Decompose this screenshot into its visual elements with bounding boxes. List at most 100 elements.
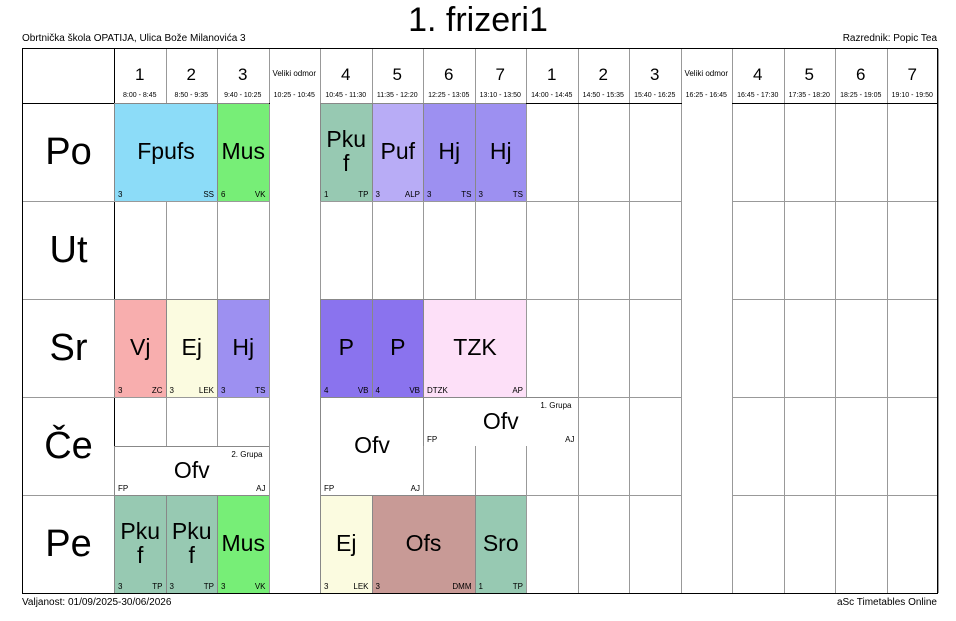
period-header: 7 19:10 - 19:50 xyxy=(887,49,939,103)
period-number: 6 xyxy=(444,65,454,84)
lesson-teacher: SS xyxy=(203,190,214,199)
lesson-room: 3 xyxy=(118,190,123,199)
column-divider xyxy=(783,49,785,593)
break-column xyxy=(269,103,320,593)
lesson-card[interactable]: P 4 VB xyxy=(371,299,423,397)
lesson-subject: TZK xyxy=(453,334,497,360)
row-divider xyxy=(23,201,937,202)
lesson-teacher: VK xyxy=(254,190,266,199)
period-number: 4 xyxy=(341,65,351,84)
class-teacher: Razrednik: Popic Tea xyxy=(842,33,937,44)
break-column xyxy=(681,103,732,593)
period-header: 4 16:45 - 17:30 xyxy=(732,49,784,103)
lesson-subject: Fpufs xyxy=(137,138,195,164)
period-time: 8:50 - 9:35 xyxy=(174,92,208,99)
lesson-room: 4 xyxy=(324,386,329,395)
lesson-teacher: ZC xyxy=(151,386,163,395)
lesson-room: FP xyxy=(427,435,438,444)
lesson-teacher: AJ xyxy=(565,435,575,444)
period-number: 7 xyxy=(495,65,505,84)
lesson-subject: Hj xyxy=(489,138,512,164)
lesson-card[interactable]: Ej 3 LEK xyxy=(320,495,372,593)
lesson-card[interactable]: Ofv FP AJ 2. Grupa xyxy=(114,446,269,495)
lesson-room: 3 xyxy=(221,386,226,395)
lesson-card[interactable]: Ofv FP AJ xyxy=(320,397,423,495)
lesson-room: 3 xyxy=(478,190,483,199)
period-time: 15:40 - 16:25 xyxy=(634,92,676,99)
footer-brand: aSc Timetables Online xyxy=(836,597,937,608)
lesson-subject: Puf xyxy=(380,138,416,164)
lesson-teacher: TS xyxy=(255,386,266,395)
lesson-card[interactable]: Pkuf 1 TP xyxy=(320,103,372,201)
lesson-card[interactable]: Fpufs 3 SS xyxy=(114,103,217,201)
lesson-room: FP xyxy=(324,484,335,493)
lesson-teacher: TS xyxy=(461,190,472,199)
lesson-card[interactable]: Mus 6 VK xyxy=(217,103,269,201)
period-header: 6 12:25 - 13:05 xyxy=(423,49,475,103)
period-number: 7 xyxy=(907,65,917,84)
lesson-teacher: TP xyxy=(512,582,523,591)
day-label: Ut xyxy=(49,229,88,271)
period-time: 10:25 - 10:45 xyxy=(273,92,315,99)
lesson-subject: Hj xyxy=(438,138,461,164)
lesson-card[interactable]: Pkuf 3 TP xyxy=(114,495,166,593)
lesson-room: 3 xyxy=(427,190,432,199)
period-number: 2 xyxy=(186,65,196,84)
lesson-teacher: TP xyxy=(358,190,369,199)
lesson-card[interactable]: Hj 3 TS xyxy=(217,299,269,397)
period-number: 5 xyxy=(804,65,814,84)
period-header: 6 18:25 - 19:05 xyxy=(835,49,887,103)
lesson-subject: Mus xyxy=(221,138,265,164)
period-number: 5 xyxy=(392,65,402,84)
column-divider xyxy=(835,49,836,593)
lesson-room: 3 xyxy=(375,190,380,199)
period-number: 4 xyxy=(753,65,763,84)
lesson-card[interactable]: Ofv FP AJ 1. Grupa xyxy=(423,397,578,446)
lesson-teacher: TS xyxy=(512,190,523,199)
lesson-subject: Sro xyxy=(482,530,519,556)
column-divider xyxy=(938,49,939,593)
lesson-room: 3 xyxy=(169,386,174,395)
column-divider xyxy=(680,49,682,593)
column-divider xyxy=(732,49,733,593)
lesson-card[interactable]: Vj 3 ZC xyxy=(114,299,166,397)
validity-period: Valjanost: 01/09/2025-30/06/2026 xyxy=(22,597,172,608)
period-header: 4 10:45 - 11:30 xyxy=(320,49,372,103)
day-label: Če xyxy=(44,425,93,467)
lesson-teacher: TP xyxy=(203,582,214,591)
lesson-subject: P xyxy=(338,334,354,360)
period-time: 17:35 - 18:20 xyxy=(788,92,830,99)
lesson-card[interactable]: Mus 3 VK xyxy=(217,495,269,593)
lesson-card[interactable]: Hj 3 TS xyxy=(474,103,526,201)
lesson-room: 1 xyxy=(324,190,329,199)
lesson-group: 1. Grupa xyxy=(540,401,572,410)
column-divider xyxy=(886,49,888,593)
period-time: 14:50 - 15:35 xyxy=(582,92,624,99)
period-header: Veliki odmor 10:25 - 10:45 xyxy=(269,49,321,103)
column-divider xyxy=(629,49,630,593)
period-header: 3 15:40 - 16:25 xyxy=(629,49,681,103)
lesson-card[interactable]: P 4 VB xyxy=(320,299,372,397)
period-number: 1 xyxy=(547,65,557,84)
lesson-teacher: VK xyxy=(254,582,266,591)
lesson-teacher: TP xyxy=(152,582,163,591)
period-number: 3 xyxy=(238,65,248,84)
lesson-card[interactable]: Ej 3 LEK xyxy=(165,299,217,397)
lesson-subject: Ofv xyxy=(354,432,390,458)
lesson-subject: Pkuf xyxy=(326,126,367,176)
lesson-room: 3 xyxy=(118,386,123,395)
lesson-subject: Pkuf xyxy=(171,518,212,568)
lesson-room: 1 xyxy=(478,582,483,591)
period-time: 16:45 - 17:30 xyxy=(737,92,779,99)
timetable-title: 1. frizeri1 xyxy=(408,1,548,39)
lesson-card[interactable]: TZK DTZK AP xyxy=(423,299,526,397)
lesson-card[interactable]: Ofs 3 DMM xyxy=(371,495,475,593)
lesson-card[interactable]: Pkuf 3 TP xyxy=(165,495,217,593)
lesson-card[interactable]: Puf 3 ALP xyxy=(371,103,423,201)
period-header: 2 14:50 - 15:35 xyxy=(578,49,630,103)
lesson-card[interactable]: Sro 1 TP xyxy=(474,495,526,593)
lesson-room: DTZK xyxy=(427,386,448,395)
period-time: 16:25 - 16:45 xyxy=(685,92,727,99)
school-name: Obrtnička škola OPATIJA, Ulica Bože Mila… xyxy=(22,33,246,44)
lesson-card[interactable]: Hj 3 TS xyxy=(423,103,475,201)
